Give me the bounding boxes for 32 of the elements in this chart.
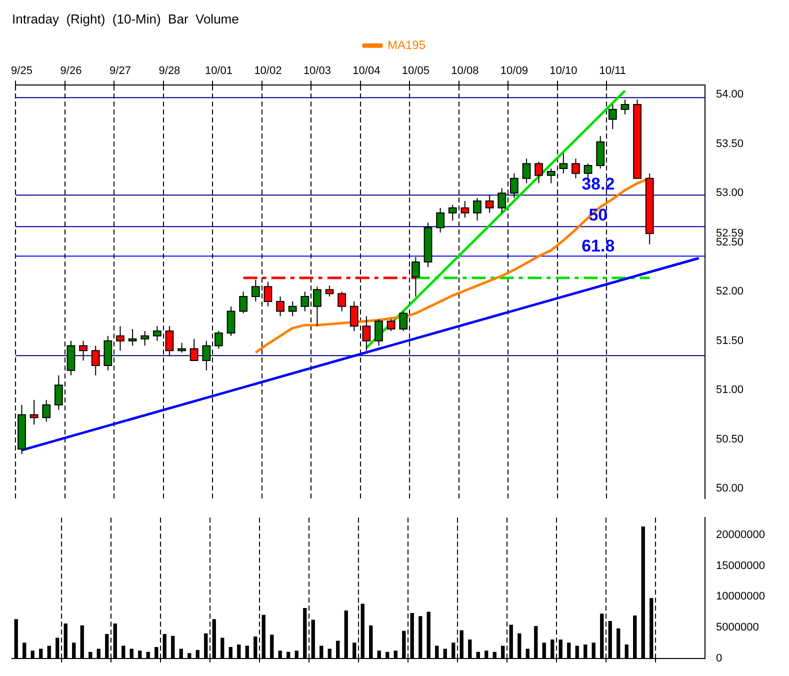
y-tick-label: 10000000 <box>716 590 765 603</box>
x-tick-label: 10/03 <box>303 65 331 78</box>
y-tick-label: 52.50 <box>716 236 744 248</box>
y-tick-label: 52.00 <box>716 286 744 298</box>
y-tick-label: 20000000 <box>716 528 765 541</box>
x-tick-label: 10/11 <box>599 65 626 78</box>
x-tick-label: 10/09 <box>500 65 528 78</box>
y-tick-label: 15000000 <box>716 560 765 572</box>
annotation: 38.2 <box>582 174 615 194</box>
annotation: 61.8 <box>582 236 615 256</box>
x-tick-label: 10/08 <box>451 65 479 78</box>
y-tick-label: 50.50 <box>716 433 744 446</box>
x-tick-label: 9/25 <box>11 65 32 78</box>
x-tick-label: 9/26 <box>60 65 82 78</box>
legend-label: MA195 <box>387 38 426 52</box>
y-tick-label: 53.50 <box>716 138 744 150</box>
x-tick-label: 9/28 <box>158 65 180 78</box>
x-tick-label: 10/01 <box>204 65 232 78</box>
y-tick-label: 0 <box>716 652 722 664</box>
y-tick-label: 50.00 <box>716 482 744 495</box>
chart-title: Intraday (Right) (10-Min) Bar Volume <box>12 11 239 26</box>
annotation: 50 <box>588 205 608 224</box>
x-tick-label: 10/10 <box>550 65 578 78</box>
y-tick-label: 53.00 <box>716 187 744 200</box>
x-tick-label: 9/27 <box>110 65 131 78</box>
y-tick-label: 51.50 <box>716 334 744 347</box>
x-tick-label: 10/02 <box>254 65 282 78</box>
y-tick-label: 51.00 <box>716 384 744 396</box>
y-tick-label: 5000000 <box>716 622 759 634</box>
x-tick-label: 10/05 <box>402 65 430 78</box>
y-tick-label: 54.00 <box>716 88 744 101</box>
x-tick-label: 10/04 <box>352 65 380 78</box>
